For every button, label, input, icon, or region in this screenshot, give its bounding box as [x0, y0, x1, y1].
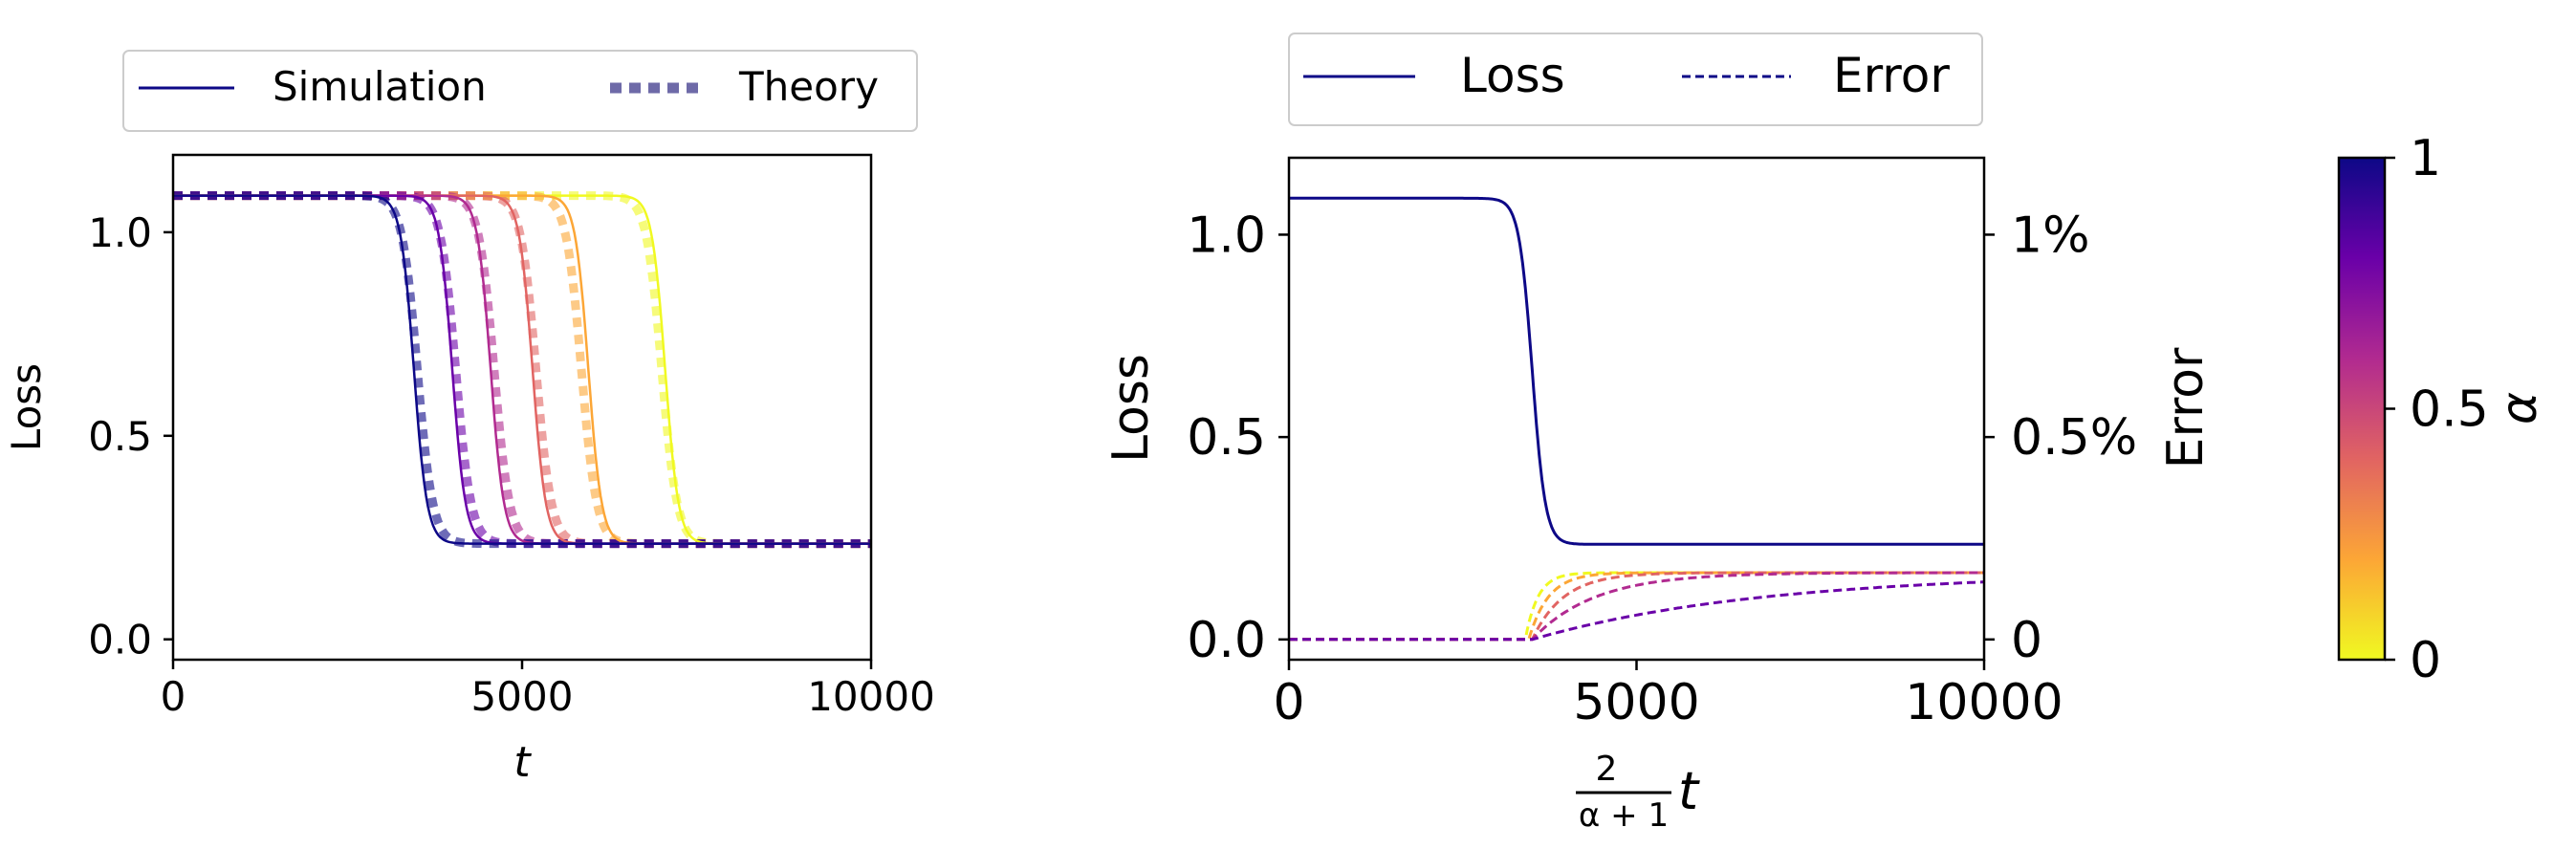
- colorbar-label: α: [2491, 392, 2548, 424]
- right-ytick-label: 1.0: [1187, 207, 1266, 264]
- left-xlabel: t: [513, 738, 532, 787]
- right-xtick-label: 5000: [1573, 674, 1699, 731]
- left-legend-box: [122, 50, 918, 132]
- left-curves: [173, 191, 871, 549]
- left-xtick-label: 5000: [471, 673, 574, 720]
- loss-curve: [1289, 196, 1984, 546]
- right-ylabel-error: Error: [2157, 347, 2215, 468]
- error-curve-alpha-0.2: [1289, 571, 1984, 642]
- right-xlabel: 2 α + 1 t: [1576, 750, 1700, 835]
- colorbar-gradient: [2337, 156, 2387, 662]
- right-curves: [1289, 196, 1984, 642]
- right-ylabel: Loss: [1102, 354, 1160, 463]
- right-ytick-label: 0.0: [1187, 612, 1266, 669]
- legend-theory-label: Theory: [738, 63, 879, 110]
- error-curve-alpha-0.8: [1289, 580, 1984, 642]
- legend-loss-label: Loss: [1460, 48, 1565, 103]
- left-ylabel: Loss: [3, 363, 50, 451]
- error-curve-alpha-0.4: [1289, 571, 1984, 642]
- left-xtick-label: 0: [161, 673, 186, 720]
- colorbar-tick-label: 1: [2410, 130, 2441, 187]
- right-ticks: 0 5000 10000 0.0 0.5 1.0 0 0.5% 1%: [1187, 207, 2137, 731]
- error-curve-alpha-0: [1289, 571, 1984, 642]
- left-legend: Simulation Theory: [122, 50, 918, 132]
- right-panel: Loss Error 0 5000 10000 0.0 0.5 1.0 0 0.5% 1% Lo…: [1102, 33, 2215, 835]
- simulation-curve-alpha-1: [173, 194, 871, 545]
- right-error-ytick-label: 0: [2011, 612, 2042, 669]
- legend-error-label: Error: [1833, 48, 1950, 103]
- colorbar: 00.51 α: [2337, 130, 2548, 689]
- legend-simulation-label: Simulation: [273, 63, 487, 110]
- right-xlabel-numerator: 2: [1596, 750, 1618, 789]
- colorbar-ticks: 00.51: [2385, 130, 2489, 689]
- right-xtick-label: 0: [1273, 674, 1304, 731]
- right-xtick-label: 10000: [1905, 674, 2063, 731]
- left-panel: Simulation Theory 0 5000 10000 0.0 0.5 1.0 Lo…: [3, 50, 935, 787]
- right-error-ytick-label: 0.5%: [2011, 409, 2137, 467]
- error-curve-alpha-0.6: [1289, 571, 1984, 642]
- left-ticks: 0 5000 10000 0.0 0.5 1.0: [88, 209, 935, 720]
- right-legend-box: [1288, 33, 1983, 126]
- simulation-curve-alpha-0.4: [173, 194, 871, 545]
- right-xlabel-variable: t: [1678, 761, 1700, 821]
- left-xtick-label: 10000: [807, 673, 935, 720]
- right-error-ytick-label: 1%: [2011, 207, 2090, 264]
- left-ytick-label: 1.0: [88, 209, 152, 256]
- right-ytick-label: 0.5: [1187, 409, 1266, 467]
- right-legend: Loss Error: [1288, 33, 1983, 126]
- left-ytick-label: 0.5: [88, 413, 152, 460]
- left-ytick-label: 0.0: [88, 617, 152, 664]
- right-xlabel-denominator: α + 1: [1579, 796, 1669, 835]
- colorbar-tick-label: 0: [2410, 632, 2441, 689]
- colorbar-tick-label: 0.5: [2410, 381, 2489, 439]
